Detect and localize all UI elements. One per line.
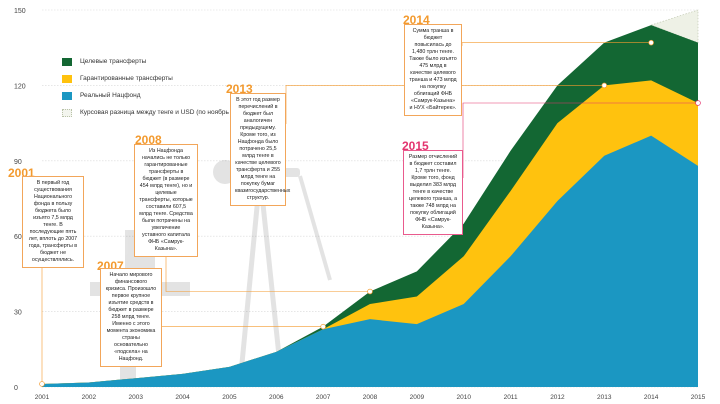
- legend: Целевые трансферты Гарантированные транс…: [62, 54, 247, 122]
- y-tick-labels: 0 30 60 90 120 150: [14, 8, 26, 392]
- y-tick-label: 60: [14, 234, 22, 241]
- legend-item: Целевые трансферты: [62, 54, 247, 69]
- x-tick-label: 2008: [363, 394, 378, 401]
- legend-item: Гарантированные трансферты: [62, 71, 247, 86]
- y-tick-label: 120: [14, 83, 26, 90]
- area-fx-difference: [650, 9, 699, 44]
- annotation-year-2013: 2013: [226, 82, 253, 96]
- leader-line: [285, 85, 605, 124]
- x-tick-label: 2006: [269, 394, 284, 401]
- x-tick-label: 2015: [691, 394, 706, 401]
- annotation-2013: В этот год размер перечислений в бюджет …: [230, 93, 290, 206]
- data-areas: [42, 9, 699, 388]
- legend-item: Реальный Нацфонд: [62, 88, 247, 103]
- leader-marker: [320, 323, 326, 330]
- annotation-2007: Начало мирового финансового кризиса. Про…: [100, 268, 162, 367]
- area-real-natfund: [42, 135, 698, 387]
- legend-swatch: [62, 57, 72, 66]
- leader-marker: [39, 381, 45, 387]
- leader-marker: [695, 100, 701, 106]
- annotation-2015: Размер отчислений в бюджет составил 1,7 …: [403, 150, 463, 235]
- legend-swatch: [62, 91, 72, 100]
- y-tick-label: 30: [14, 310, 22, 317]
- annotation-leaders: [39, 39, 701, 387]
- x-tick-labels: 2001 2002 2003 2004 2005 2006 2007 2008 2009 2010…: [35, 394, 706, 401]
- annotation-year-2008: 2008: [135, 133, 162, 147]
- x-tick-label: 2004: [175, 394, 190, 401]
- leader-marker: [648, 39, 654, 46]
- x-tick-label: 2001: [35, 394, 50, 401]
- legend-label: Курсовая разница между тенге и USD (по н…: [80, 109, 248, 116]
- legend-label: Реальный Нацфонд: [80, 92, 141, 99]
- leader-line: [462, 102, 698, 178]
- annotation-2008: Из Нацфонда начались не только гарантиро…: [134, 144, 198, 257]
- x-tick-label: 2007: [316, 394, 331, 401]
- annotation-year-2015: 2015: [402, 139, 429, 153]
- x-tick-label: 2014: [644, 394, 659, 401]
- x-tick-label: 2012: [550, 394, 565, 401]
- leader-marker: [601, 82, 608, 89]
- annotation-2001: В первый год существования Национального…: [22, 176, 84, 268]
- annotation-year-2014: 2014: [403, 13, 430, 27]
- x-tick-label: 2010: [456, 394, 471, 401]
- x-tick-label: 2005: [222, 394, 237, 401]
- y-tick-label: 0: [14, 385, 18, 392]
- x-tick-label: 2003: [128, 394, 143, 401]
- leader-line: [461, 42, 652, 46]
- x-tick-label: 2009: [410, 394, 425, 401]
- legend-label: Целевые трансферты: [80, 58, 147, 65]
- leader-marker: [367, 288, 373, 295]
- legend-swatch: [62, 108, 72, 117]
- legend-swatch: [62, 74, 72, 83]
- x-tick-label: 2002: [82, 394, 97, 401]
- y-tick-label: 150: [14, 8, 26, 15]
- x-tick-label: 2011: [504, 394, 518, 401]
- legend-item: Курсовая разница между тенге и USD (по н…: [62, 105, 247, 120]
- x-tick-label: 2013: [597, 394, 612, 401]
- y-tick-label: 90: [14, 159, 22, 166]
- annotation-2014: Сумма транша в бюджет повысилась до 1,48…: [404, 24, 462, 116]
- legend-label: Гарантированные трансферты: [80, 75, 173, 82]
